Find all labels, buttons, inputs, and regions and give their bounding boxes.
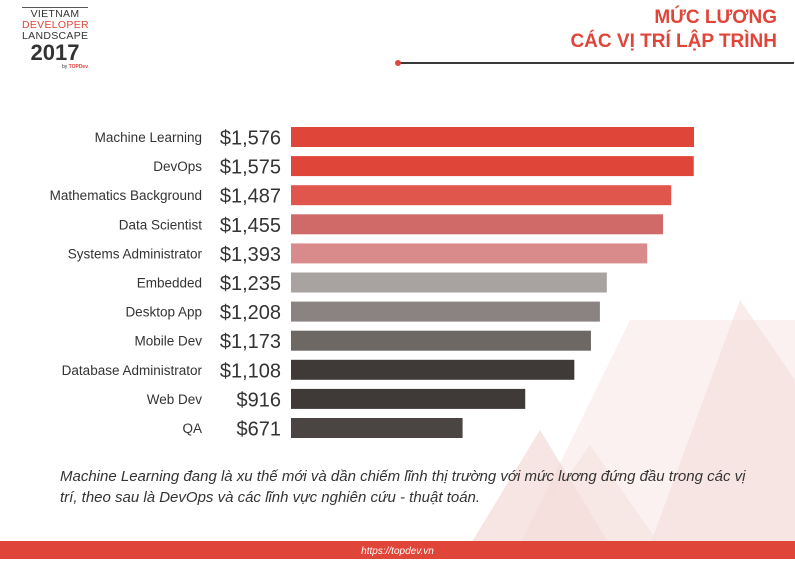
logo: VIETNAM DEVELOPER LANDSCAPE 2017 by TOPD…: [22, 7, 89, 70]
bar: [291, 127, 694, 147]
category-label: Embedded: [137, 276, 202, 291]
bar: [291, 330, 591, 351]
value-label: $1,173: [220, 331, 281, 353]
category-label: Mathematics Background: [50, 188, 202, 203]
logo-by-brand: TOPDev: [68, 64, 88, 70]
bar: [291, 214, 664, 235]
category-label: QA: [182, 421, 202, 436]
bar: [291, 243, 648, 264]
logo-line-2: DEVELOPER: [22, 19, 89, 31]
category-label: Desktop App: [125, 305, 202, 320]
logo-line-1: VIETNAM: [30, 8, 80, 20]
bar: [291, 418, 463, 438]
bar: [291, 272, 607, 293]
footer-url[interactable]: https://topdev.vn: [361, 546, 434, 557]
title-underline: [398, 62, 794, 64]
bar: [291, 388, 526, 409]
value-label: $1,108: [220, 360, 281, 382]
logo-rule: [22, 7, 88, 8]
value-label: $1,576: [220, 128, 281, 150]
logo-year: 2017: [30, 40, 80, 65]
category-label: DevOps: [153, 159, 202, 174]
value-label: $671: [237, 419, 282, 441]
title-line-1: MỨC LƯƠNG: [654, 7, 777, 28]
footer-bar: https://topdev.vn: [0, 541, 795, 559]
category-label: Database Administrator: [62, 363, 203, 378]
category-label: Data Scientist: [119, 217, 203, 232]
value-label: $1,455: [220, 215, 281, 237]
category-label: Mobile Dev: [134, 334, 202, 349]
category-label: Systems Administrator: [68, 246, 203, 261]
bar: [291, 301, 600, 322]
title-line-2: CÁC VỊ TRÍ LẬP TRÌNH: [570, 31, 777, 52]
logo-line-3: LANDSCAPE: [22, 30, 89, 42]
bar: [291, 359, 575, 380]
title-underline-dot: [395, 60, 401, 66]
logo-by-prefix: by: [61, 64, 69, 70]
value-label: $1,208: [220, 302, 281, 324]
value-label: $1,487: [220, 186, 281, 208]
value-label: $916: [237, 389, 282, 411]
bar: [291, 185, 672, 206]
caption: Machine Learning đang là xu thế mới và d…: [60, 468, 746, 506]
category-label: Machine Learning: [95, 130, 202, 145]
value-label: $1,393: [220, 244, 281, 266]
logo-by: by TOPDev: [22, 64, 88, 70]
page-title: MỨC LƯƠNG CÁC VỊ TRÍ LẬP TRÌNH: [570, 6, 777, 54]
bar: [291, 156, 694, 177]
value-label: $1,235: [220, 273, 281, 295]
value-label: $1,575: [220, 157, 281, 179]
category-label: Web Dev: [147, 392, 203, 407]
